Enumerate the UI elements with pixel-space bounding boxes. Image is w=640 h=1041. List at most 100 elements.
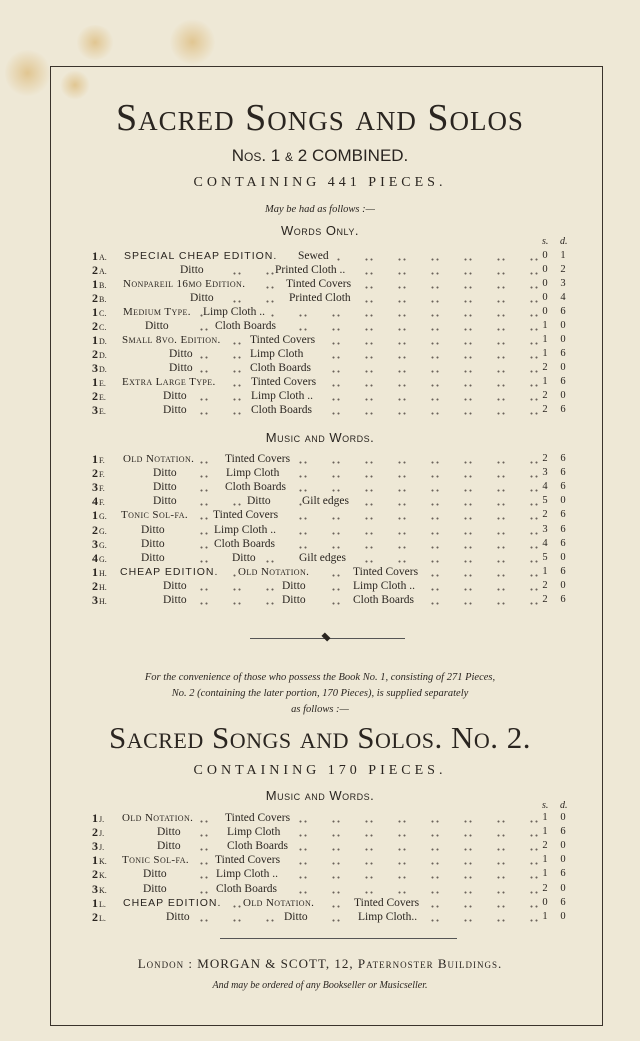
price-row: 2B. Ditto Printed Cloth 0 4 (0, 291, 640, 305)
price-row: 1J. Old Notation. Tinted Covers 1 0 (0, 811, 640, 825)
edition-description: CHEAP EDITION. (120, 564, 225, 579)
binding-description: Limp Cloth .. (214, 522, 282, 537)
binding-description: Cloth Boards (250, 361, 318, 375)
dot-leader (200, 328, 540, 331)
dot-leader (200, 356, 540, 359)
edition-description: Old Notation. (238, 564, 316, 579)
edition-description: Medium Type. (123, 305, 197, 319)
item-code-letter: F. (99, 484, 105, 494)
price-shillings: 1 (540, 811, 550, 825)
item-code-letter: G. (99, 512, 107, 522)
binding-description: Printed Cloth .. (275, 263, 352, 277)
page-border (50, 66, 603, 1026)
edition-description: Ditto (157, 839, 187, 854)
item-code: 1C. (92, 305, 107, 319)
price-row: 3F. Ditto Cloth Boards 4 6 (0, 480, 640, 495)
price-shillings: 4 (540, 480, 550, 495)
item-code: 2C. (92, 319, 107, 333)
binding-description: Tinted Covers (225, 811, 297, 825)
dot-leader (200, 300, 540, 303)
price-shillings: 3 (540, 466, 550, 481)
price-pence: 0 (558, 881, 568, 896)
price-row: 2H. Ditto Ditto Limp Cloth .. 2 0 (0, 578, 640, 593)
binding-description: Cloth Boards (216, 881, 284, 896)
binding-description: Cloth Boards (251, 403, 319, 417)
item-code-letter: A. (99, 267, 107, 276)
item-code: 1H. (92, 564, 107, 579)
price-shillings: 0 (540, 895, 550, 910)
price-row: 1D. Small 8vo. Edition. Tinted Covers 1 0 (0, 333, 640, 347)
edition-description: Ditto (190, 291, 220, 305)
item-code-letter: H. (99, 597, 107, 606)
price-shillings: 0 (540, 277, 550, 291)
price-shillings: 1 (540, 853, 550, 868)
price-row: 3J. Ditto Cloth Boards 2 0 (0, 839, 640, 854)
edition-description: Ditto (282, 593, 312, 607)
price-pence: 6 (558, 452, 568, 466)
item-code: 3K. (92, 881, 107, 896)
nos-label: Nos. (231, 146, 267, 165)
price-pence: 6 (558, 508, 568, 523)
price-row: 2C. Ditto Cloth Boards 1 0 (0, 319, 640, 333)
price-pence: 6 (558, 403, 568, 417)
item-code-letter: D. (99, 351, 107, 360)
edition-description: Ditto (163, 578, 193, 593)
item-code: 2F. (92, 466, 105, 481)
binding-description: Limp Cloth (226, 466, 286, 481)
item-code-letter: D. (99, 365, 107, 374)
number-one: 1 (270, 146, 281, 165)
item-code-letter: B. (99, 281, 107, 290)
price-pence: 6 (558, 593, 568, 607)
price-row: 3D. Ditto Cloth Boards 2 0 (0, 361, 640, 375)
edition-description: Ditto (169, 347, 199, 361)
price-pence: 0 (558, 333, 568, 347)
item-code-letter: J. (99, 829, 105, 839)
price-shillings: 1 (540, 319, 550, 333)
price-row: 1C. Medium Type. Limp Cloth .. 0 6 (0, 305, 640, 319)
dot-leader (200, 503, 540, 507)
item-code-letter: H. (99, 568, 107, 578)
item-code-letter: K. (99, 885, 107, 895)
edition-description: Ditto (145, 319, 175, 333)
price-row: 1A. SPECIAL CHEAP EDITION. Sewed 0 1 (0, 249, 640, 263)
binding-description: Gilt edges (302, 494, 355, 509)
item-code: 4G. (92, 550, 107, 565)
price-shillings: 2 (540, 403, 550, 417)
no2-title: Sacred Songs and Solos. No. 2. (108, 720, 532, 755)
item-code: 2K. (92, 867, 107, 882)
price-row: 1K. Tonic Sol-fa. Tinted Covers 1 0 (0, 853, 640, 868)
item-code-letter: K. (99, 857, 107, 867)
edition-description: Ditto (169, 361, 199, 375)
item-code: 1L. (92, 895, 106, 910)
section-heading-no2-music-and-words: Music and Words. (265, 788, 375, 803)
item-code: 3G. (92, 536, 107, 551)
price-shillings: 3 (540, 522, 550, 537)
item-code-letter: J. (99, 815, 105, 824)
price-pence: 6 (558, 522, 568, 537)
edition-description: Nonpareil 16mo Edition. (123, 277, 252, 291)
price-pence: 0 (558, 839, 568, 854)
price-row: 3G. Ditto Cloth Boards 4 6 (0, 536, 640, 551)
price-shillings: 1 (540, 564, 550, 579)
price-shillings: 1 (540, 867, 550, 882)
binding-description: Sewed (298, 249, 335, 263)
dot-leader (200, 862, 540, 866)
combined-label: COMBINED. (311, 146, 409, 165)
edition-description: Ditto (153, 480, 183, 495)
price-shillings: 2 (540, 452, 550, 466)
edition-description: CHEAP EDITION. (123, 895, 228, 910)
binding-description: Cloth Boards (227, 839, 295, 854)
price-shillings: 2 (540, 881, 550, 896)
item-code: 2A. (92, 263, 107, 277)
price-shillings: 0 (540, 305, 550, 319)
price-row: 4G. Ditto Ditto Gilt edges 5 0 (0, 550, 640, 565)
edition-description: Ditto (143, 881, 173, 896)
containing-count-no2: CONTAINING 170 PIECES. (193, 763, 447, 778)
item-code: 2J. (92, 825, 105, 840)
dot-leader (200, 834, 540, 838)
edition-description: Ditto (157, 825, 187, 840)
price-shillings: 2 (540, 839, 550, 854)
item-code-letter: E. (99, 379, 106, 388)
price-pence: 0 (558, 389, 568, 403)
price-pence: 6 (558, 825, 568, 840)
